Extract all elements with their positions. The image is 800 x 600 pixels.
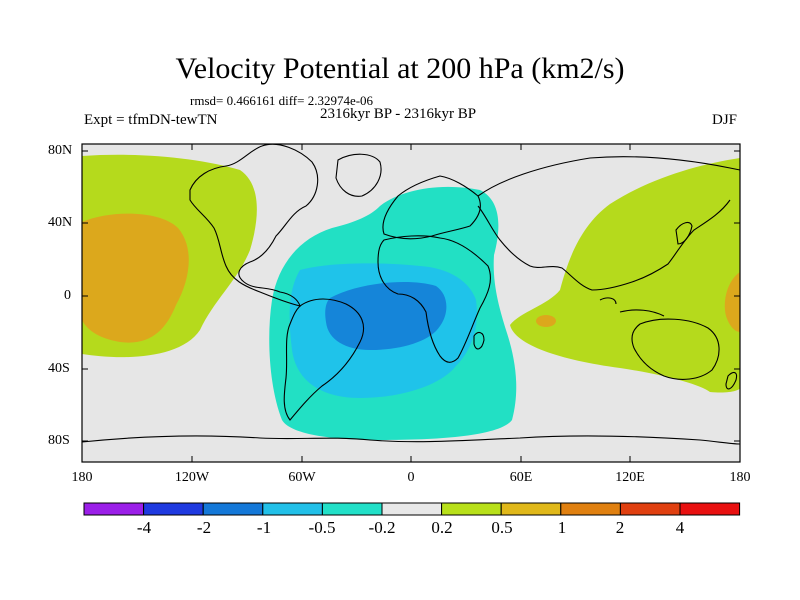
- lat-label-eq: 0: [64, 288, 71, 303]
- coast-antarctica: [81, 435, 741, 445]
- season-label: DJF: [712, 112, 738, 128]
- colorbar-label: -2: [196, 518, 212, 537]
- lat-label-40n: 40N: [48, 215, 73, 230]
- lon-label-180e: 180: [729, 470, 751, 485]
- region-weak-positive-east: [510, 158, 740, 393]
- colorbar-label: -1: [256, 518, 272, 537]
- colorbar-label: -0.5: [308, 518, 336, 537]
- colorbar-swatch: [202, 502, 264, 516]
- lon-label-180w: 180: [71, 470, 93, 485]
- colorbar-label: -0.2: [368, 518, 396, 537]
- region-moderate-positive-west: [82, 213, 189, 343]
- coast-north-america: [189, 143, 319, 307]
- colorbar-swatch: [679, 502, 741, 516]
- lon-label-60e: 60E: [509, 470, 533, 485]
- colorbar-label: 1: [557, 518, 567, 537]
- colorbar-label: 4: [675, 518, 685, 537]
- coastlines: [81, 143, 741, 445]
- region-moderate-positive-blob: [536, 315, 556, 327]
- coast-africa: [377, 235, 491, 363]
- axis-ticks: [81, 144, 741, 462]
- colorbar-swatch: [143, 502, 204, 516]
- rmsd-text: rmsd= 0.466161 diff= 2.32974e-06: [190, 93, 374, 108]
- coast-australia: [631, 318, 720, 380]
- colorbar-swatch: [262, 502, 323, 516]
- colorbar-swatch: [619, 502, 681, 516]
- experiment-label: Expt = tfmDN-tewTN: [84, 112, 218, 128]
- colorbar-swatch: [381, 502, 443, 516]
- coast-greenland: [335, 153, 382, 197]
- colorbar-swatch: [500, 502, 562, 516]
- coast-indonesia: [599, 297, 665, 317]
- coast-madagascar: [473, 331, 485, 350]
- colorbar-label: 0.5: [491, 518, 513, 537]
- lat-label-40s: 40S: [48, 361, 70, 376]
- lon-label-120w: 120W: [174, 470, 210, 485]
- coast-japan: [675, 221, 693, 245]
- lon-label-60w: 60W: [288, 470, 316, 485]
- colorbar-swatch: [441, 502, 502, 516]
- colorbar-label: 2: [615, 518, 625, 537]
- period-label: 2316kyr BP - 2316kyr BP: [320, 106, 477, 122]
- colorbar-swatch: [321, 502, 383, 516]
- coast-south-america: [283, 298, 364, 421]
- colorbar-swatch: [83, 502, 145, 516]
- region-moderate-positive-east: [724, 272, 740, 332]
- colorbar-label: 0.2: [431, 518, 453, 537]
- colorbar: [83, 502, 741, 516]
- colorbar-swatch: [560, 502, 621, 516]
- lat-label-80s: 80S: [48, 433, 70, 448]
- lon-label-120e: 120E: [615, 470, 645, 485]
- coast-new-zealand: [725, 371, 738, 390]
- lon-label-0: 0: [407, 470, 415, 485]
- colorbar-label: -4: [136, 518, 152, 537]
- lat-label-80n: 80N: [48, 143, 73, 158]
- map-title: Velocity Potential at 200 hPa (km2/s): [175, 52, 625, 85]
